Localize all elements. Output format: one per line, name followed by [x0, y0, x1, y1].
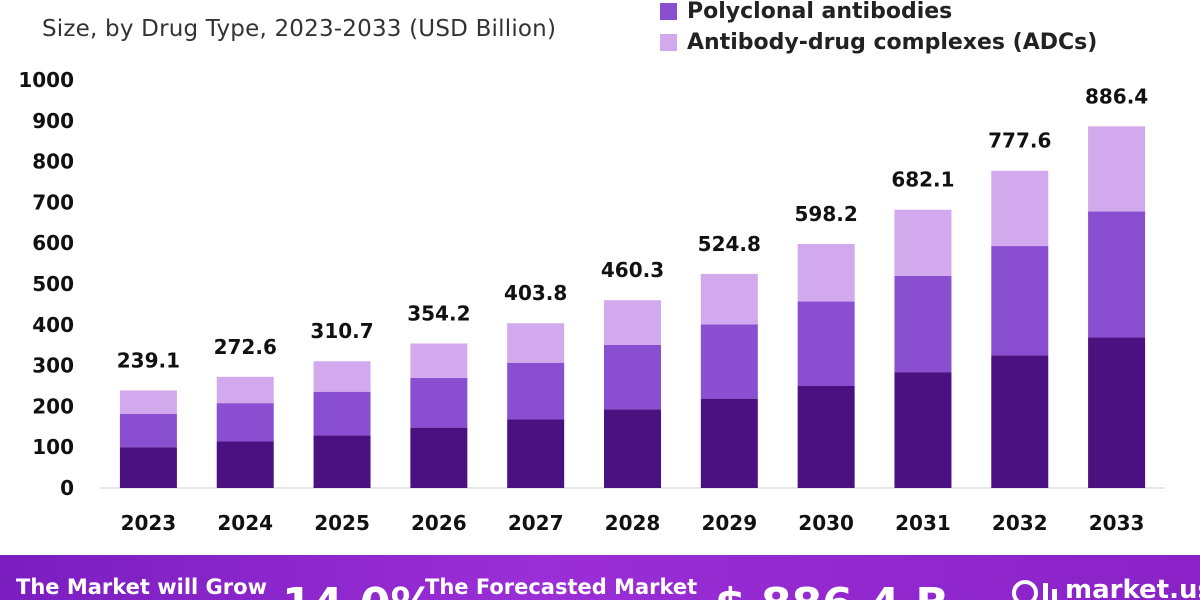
legend-item-polyclonal: Polyclonal antibodies [660, 0, 952, 24]
bar-segment-adc [216, 376, 274, 404]
y-tick-label: 900 [32, 109, 74, 133]
bar-segment-monoclonal [797, 386, 855, 488]
y-tick-label: 200 [32, 394, 74, 418]
bar-total-label: 598.2 [795, 202, 858, 226]
x-tick-label: 2024 [217, 511, 273, 535]
bar-segment-adc [991, 170, 1049, 247]
bar-segment-polyclonal [410, 377, 468, 428]
chart-subtitle: Size, by Drug Type, 2023-2033 (USD Billi… [42, 16, 557, 42]
legend-label-polyclonal: Polyclonal antibodies [687, 0, 953, 24]
x-tick-label: 2026 [411, 511, 467, 535]
x-tick-label: 2032 [992, 511, 1048, 535]
legend-swatch-adc [660, 34, 677, 51]
bar-segment-monoclonal [507, 419, 565, 488]
bar-segment-monoclonal [216, 441, 274, 488]
bar-segment-polyclonal [119, 413, 177, 448]
footer-banner: The Market will Grow 14.0% The Forecaste… [0, 555, 1200, 600]
bar-segment-adc [894, 209, 952, 276]
bar-segment-adc [1088, 126, 1146, 212]
y-tick-label: 700 [32, 190, 74, 214]
stacked-bar-chart: 0 100 200 300 400 500 600 700 800 900 1000 239.1 202… [18, 68, 1165, 535]
bar-segment-monoclonal [991, 355, 1049, 488]
bar-segment-polyclonal [700, 324, 758, 399]
bar-segment-polyclonal [604, 344, 661, 410]
bar-segment-adc [700, 273, 758, 325]
bar-total-label: 354.2 [407, 301, 470, 325]
bar-segment-polyclonal [991, 246, 1049, 356]
x-tick-label: 2028 [605, 511, 661, 535]
bar-segment-polyclonal [894, 275, 952, 373]
x-tick-label: 2027 [508, 511, 564, 535]
bar-segment-adc [797, 243, 855, 302]
footer-grow-text: The Market will Grow [16, 575, 267, 599]
x-tick-label: 2033 [1089, 511, 1145, 535]
bar-segment-monoclonal [604, 409, 661, 488]
bar-segment-polyclonal [313, 391, 371, 436]
x-tick-label: 2030 [798, 511, 854, 535]
y-tick-label: 600 [32, 231, 74, 255]
x-tick-label: 2023 [121, 511, 177, 535]
bar-segment-adc [507, 323, 565, 363]
bar-segment-monoclonal [700, 398, 758, 488]
footer-brand: market.us [1065, 575, 1200, 600]
bar-segment-polyclonal [216, 403, 274, 442]
legend-label-adc: Antibody-drug complexes (ADCs) [687, 30, 1098, 55]
bar-segment-monoclonal [1088, 337, 1146, 488]
bar-total-label: 403.8 [504, 281, 567, 305]
bar-segment-adc [410, 343, 468, 378]
bar-segment-monoclonal [313, 435, 371, 488]
y-tick-label: 300 [32, 354, 74, 378]
bar-segment-polyclonal [797, 301, 855, 386]
y-tick-label: 800 [32, 150, 74, 174]
bar-total-label: 524.8 [698, 232, 761, 256]
footer-forecast-text: The Forecasted Market [425, 575, 698, 599]
x-tick-label: 2029 [701, 511, 757, 535]
bar-segment-monoclonal [410, 427, 468, 488]
bar-total-label: 886.4 [1085, 84, 1148, 108]
bar-total-label: 460.3 [601, 258, 664, 282]
y-tick-label: 100 [32, 435, 74, 459]
bar-total-label: 682.1 [891, 168, 954, 192]
bar-segment-adc [604, 300, 661, 345]
footer-forecast-value: $ 886.4 B [715, 579, 949, 600]
y-tick-label: 400 [32, 313, 74, 337]
bar-segment-adc [119, 390, 177, 414]
bar-segment-polyclonal [507, 362, 565, 420]
y-tick-label: 1000 [18, 68, 74, 92]
bar-total-label: 239.1 [117, 348, 180, 372]
legend-swatch-polyclonal [660, 3, 677, 20]
x-tick-label: 2031 [895, 511, 951, 535]
bar-total-label: 272.6 [214, 335, 277, 359]
bar-total-label: 777.6 [988, 129, 1051, 153]
bar-segment-adc [313, 361, 371, 392]
bar-segment-monoclonal [894, 372, 952, 488]
legend-item-adc: Antibody-drug complexes (ADCs) [660, 30, 1097, 55]
y-tick-label: 500 [32, 272, 74, 296]
x-tick-label: 2025 [314, 511, 370, 535]
footer-cagr-value: 14.0% [282, 579, 435, 600]
bar-segment-polyclonal [1088, 211, 1146, 338]
market-us-logo-icon [1012, 580, 1057, 600]
bar-segment-monoclonal [119, 447, 177, 488]
bar-total-label: 310.7 [310, 319, 373, 343]
y-tick-label: 0 [60, 476, 74, 500]
